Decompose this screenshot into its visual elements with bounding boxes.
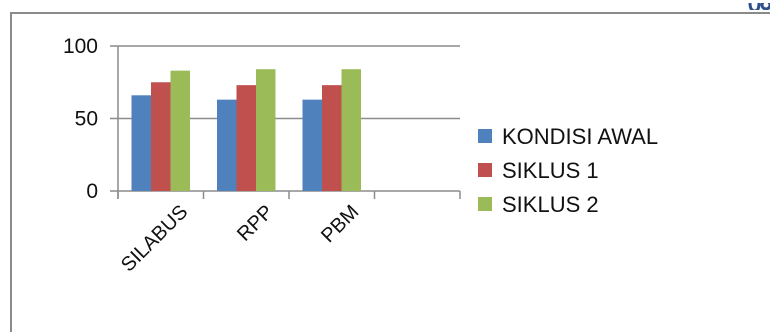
legend-swatch — [478, 129, 492, 143]
bar-silabus-siklus-2 — [170, 70, 190, 191]
bar-rpp-siklus-1 — [236, 85, 256, 191]
bar-pbm-kondisi-awal — [302, 99, 322, 191]
legend: KONDISI AWAL SIKLUS 1 SIKLUS 2 — [478, 124, 658, 217]
x-tick-label: SILABUS — [117, 201, 192, 276]
bar-pbm-siklus-1 — [322, 85, 342, 191]
legend-swatch — [478, 163, 492, 177]
legend-label: SIKLUS 1 — [502, 158, 599, 183]
x-tick-labels: SILABUS RPP PBM — [117, 201, 363, 276]
legend-swatch — [478, 197, 492, 211]
axes — [117, 46, 461, 199]
x-tick-label: PBM — [317, 201, 363, 247]
y-tick-label: 50 — [75, 108, 98, 131]
bar-silabus-siklus-1 — [151, 82, 171, 191]
y-tick-labels: 100 50 0 — [63, 35, 98, 203]
bar-silabus-kondisi-awal — [131, 95, 151, 191]
legend-label: KONDISI AWAL — [502, 124, 658, 149]
y-tick-label: 100 — [63, 35, 98, 58]
bars — [131, 69, 361, 191]
chart-frame — [10, 12, 770, 332]
bar-rpp-kondisi-awal — [217, 99, 237, 191]
bar-rpp-siklus-2 — [256, 69, 276, 191]
legend-label: SIKLUS 2 — [502, 192, 599, 217]
y-tick-label: 0 — [86, 180, 98, 203]
corner-glyph-fragment — [748, 0, 770, 10]
bar-pbm-siklus-2 — [341, 69, 361, 191]
bar-chart: 100 50 0 SILABUS RPP PBM KONDISI AWAL SI… — [63, 35, 658, 276]
x-tick-label: RPP — [233, 201, 278, 246]
